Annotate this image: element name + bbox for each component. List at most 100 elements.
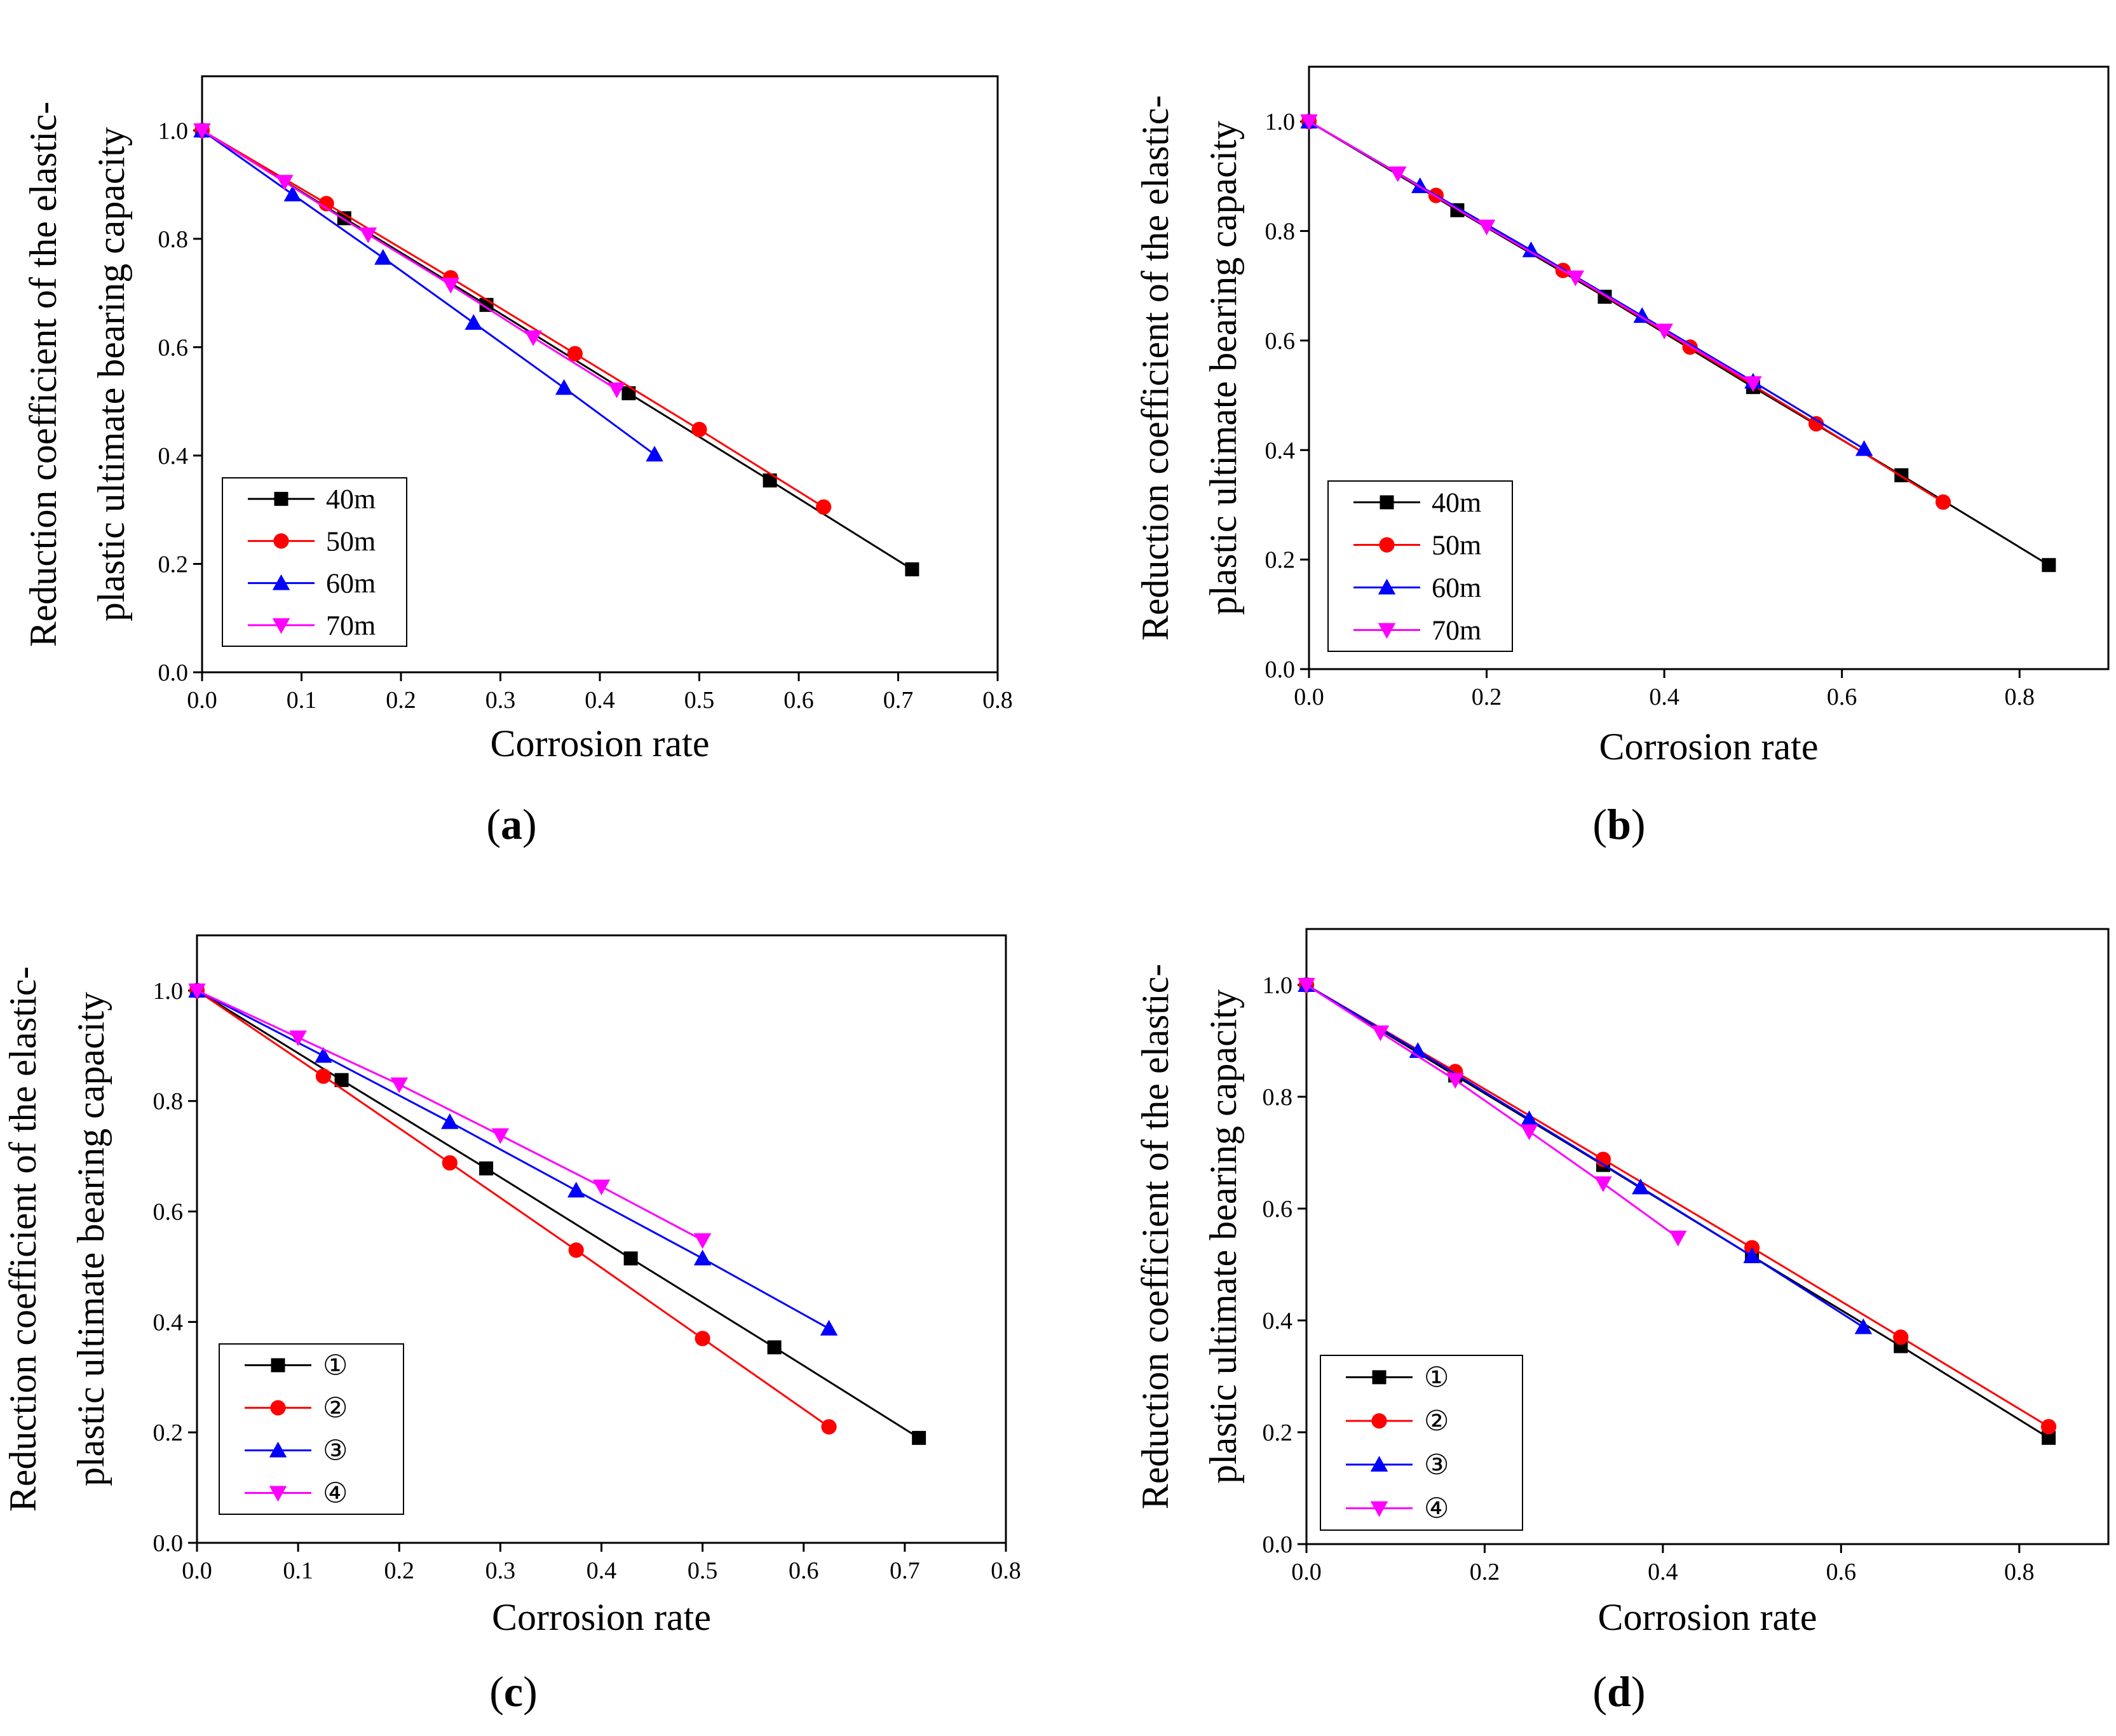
- legend-label: 40m: [326, 484, 376, 515]
- series-line: [1306, 984, 1679, 1238]
- data-point: [767, 1340, 782, 1355]
- y-tick-label: 0.8: [153, 1088, 184, 1115]
- data-point: [276, 175, 294, 191]
- legend-marker: [273, 533, 289, 549]
- data-point: [188, 983, 206, 1000]
- legend-label: ②: [1424, 1406, 1449, 1437]
- x-tick-label: 0.0: [182, 1557, 212, 1584]
- y-tick-label: 0.6: [1265, 328, 1296, 355]
- series-4: [193, 123, 626, 398]
- data-point: [912, 1430, 926, 1445]
- y-tick-label: 0.0: [158, 660, 189, 686]
- x-tick-label: 0.6: [783, 687, 814, 714]
- x-axis-label: Corrosion rate: [491, 722, 710, 764]
- y-tick-label: 1.0: [1263, 972, 1293, 999]
- y-axis-label-line: plastic ultimate bearing capacity: [70, 992, 112, 1486]
- x-tick-label: 0.0: [187, 687, 217, 714]
- data-point: [1655, 323, 1673, 340]
- x-tick-label: 0.2: [384, 1557, 415, 1584]
- y-tick-label: 1.0: [158, 118, 189, 144]
- legend-label: 70m: [326, 610, 376, 641]
- data-point: [359, 227, 377, 243]
- series-line: [196, 989, 703, 1242]
- data-point: [1744, 376, 1762, 392]
- data-point: [607, 382, 626, 398]
- data-point: [524, 330, 542, 346]
- legend-box: [219, 1343, 404, 1515]
- x-tick-label: 0.1: [283, 1557, 313, 1584]
- panel-caption: (a): [486, 800, 536, 848]
- data-point: [283, 186, 302, 201]
- y-tick-label: 0.8: [158, 226, 189, 253]
- x-tick-label: 0.5: [688, 1557, 718, 1584]
- data-point: [592, 1179, 611, 1196]
- x-axis-label: Corrosion rate: [492, 1596, 711, 1638]
- data-point: [621, 386, 636, 400]
- y-axis-label-line: plastic ultimate bearing capacity: [90, 127, 132, 621]
- caption-paren: (: [1592, 1667, 1607, 1716]
- x-axis-label: Corrosion rate: [1599, 726, 1819, 768]
- caption-paren: (: [489, 1667, 504, 1716]
- x-tick-label: 0.8: [2004, 684, 2035, 710]
- y-tick-label: 0.0: [153, 1530, 184, 1557]
- y-tick-label: 0.6: [158, 334, 189, 361]
- y-tick-label: 0.0: [1265, 656, 1296, 683]
- data-point: [2042, 558, 2056, 573]
- data-point: [1854, 1318, 1873, 1334]
- series-line: [201, 130, 655, 456]
- panel-caption: (d): [1592, 1667, 1645, 1716]
- legend-marker: [272, 618, 290, 634]
- data-point: [623, 1251, 638, 1266]
- y-axis-label-line: Reduction coefficient of the elastic-: [2, 966, 44, 1512]
- caption-paren: ): [523, 1667, 538, 1716]
- caption-letter: d: [1607, 1667, 1631, 1716]
- data-point: [568, 1242, 584, 1258]
- x-tick-label: 0.3: [485, 687, 516, 714]
- y-tick-label: 1.0: [153, 978, 184, 1005]
- data-point: [465, 314, 482, 330]
- data-point: [374, 248, 392, 265]
- legend-box: [1320, 1355, 1523, 1531]
- y-axis-label-line: Reduction coefficient of the elastic-: [1134, 95, 1176, 641]
- data-point: [1522, 241, 1540, 257]
- data-point: [1300, 114, 1318, 130]
- series-2: [194, 123, 832, 515]
- y-tick-label: 0.4: [153, 1309, 184, 1336]
- data-point: [334, 1073, 349, 1087]
- legend-box: [222, 477, 407, 647]
- data-point: [1298, 978, 1315, 994]
- legend-marker: [1371, 1413, 1387, 1429]
- data-point: [289, 1030, 307, 1047]
- caption-letter: c: [504, 1667, 523, 1716]
- x-tick-label: 0.2: [1470, 1559, 1500, 1585]
- x-tick-label: 0.8: [2004, 1559, 2035, 1585]
- x-tick-label: 0.4: [585, 687, 615, 714]
- data-point: [820, 1320, 838, 1336]
- legend: 40m 50m 60m 70m: [222, 477, 407, 647]
- x-tick-label: 0.2: [386, 687, 416, 714]
- y-axis-label-line: Reduction coefficient of the elastic-: [1134, 964, 1176, 1510]
- data-point: [2040, 1419, 2057, 1435]
- data-point: [693, 1233, 712, 1249]
- y-tick-label: 0.2: [153, 1420, 184, 1446]
- series-line: [1308, 120, 1754, 384]
- legend-marker: [1380, 495, 1394, 510]
- legend-marker: [270, 1400, 286, 1416]
- y-tick-label: 0.2: [1263, 1420, 1293, 1446]
- legend-marker: [1379, 537, 1395, 553]
- data-point: [1477, 219, 1496, 236]
- series-3: [193, 121, 663, 462]
- data-point: [567, 346, 583, 362]
- series-line: [1306, 984, 1864, 1328]
- chart-panel-b: 0.0 0.2 0.4 0.6 0.8 0.0 0.2 0.4 0.6 0.8 1.0 Corrosi…: [1134, 65, 2110, 848]
- data-point: [763, 473, 777, 488]
- y-tick-label: 0.2: [1265, 547, 1296, 574]
- x-tick-label: 0.1: [287, 687, 317, 714]
- data-point: [1595, 1151, 1611, 1167]
- data-point: [646, 445, 663, 462]
- x-tick-label: 0.3: [485, 1557, 516, 1584]
- legend-marker: [274, 492, 288, 506]
- data-point: [318, 196, 334, 212]
- plot-frame: [1308, 65, 2110, 670]
